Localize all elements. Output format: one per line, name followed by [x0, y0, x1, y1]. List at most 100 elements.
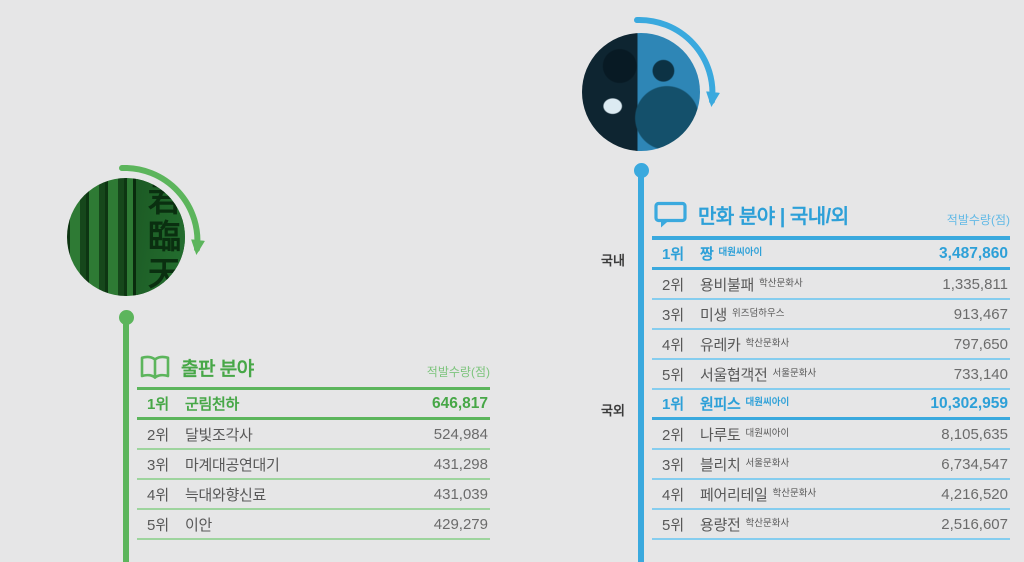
curved-arrow-icon: [634, 16, 720, 107]
title-cell: 미생 위즈덤하우스: [700, 304, 954, 325]
rank-label: 5위: [662, 366, 685, 384]
rank-row: 1위 짱 대원씨아이 3,487,860: [652, 240, 1010, 270]
value-cell: 8,105,635: [941, 425, 1008, 443]
timeline-line: [123, 317, 129, 562]
rank-label: 4위: [662, 486, 685, 504]
publisher-label: 대원씨아이: [745, 397, 790, 408]
title-text: 달빛조각사: [185, 426, 253, 444]
title-text: 원피스: [700, 396, 741, 413]
open-book-icon: [139, 355, 171, 381]
title-cell: 늑대와향신료: [185, 484, 434, 505]
title-cell: 나루토 대원씨아이: [700, 424, 941, 445]
publishing-table-header: 출판 분야 적발수량(점): [137, 355, 490, 390]
rank-label: 2위: [662, 426, 685, 444]
rank-row: 3위 미생 위즈덤하우스 913,467: [652, 300, 1010, 330]
title-text: 미생: [700, 306, 728, 324]
value-cell: 913,467: [953, 305, 1008, 323]
publishing-section-title: 출판 분야: [181, 359, 254, 380]
rank-row: 2위 용비불패 학산문화사 1,335,811: [652, 270, 1010, 300]
publisher-label: 서울문화사: [772, 367, 817, 379]
title-cell: 페어리테일 학산문화사: [700, 484, 941, 505]
value-cell: 524,984: [433, 425, 488, 443]
title-text: 군림천하: [185, 396, 240, 413]
title-cell: 블리치 서울문화사: [700, 454, 941, 475]
rank-row: 5위 이안 429,279: [137, 510, 490, 540]
value-cell: 431,039: [433, 485, 488, 503]
title-text: 페어리테일: [700, 486, 768, 504]
title-cell: 서울협객전 서울문화사: [700, 364, 954, 385]
rank-row: 3위 블리치 서울문화사 6,734,547: [652, 450, 1010, 480]
title-cell: 용량전 학산문화사: [700, 514, 941, 535]
title-text: 마계대공연대기: [185, 456, 280, 474]
publisher-label: 학산문화사: [772, 487, 817, 499]
value-cell: 797,650: [953, 335, 1008, 353]
title-cell: 마계대공연대기: [185, 454, 434, 475]
title-cell: 이안: [185, 514, 434, 535]
title-text: 용비불패: [700, 276, 755, 294]
publisher-label: 학산문화사: [745, 337, 790, 349]
rank-label: 3위: [662, 456, 685, 474]
rank-row: 4위 페어리테일 학산문화사 4,216,520: [652, 480, 1010, 510]
book-cover-characters: 君臨天: [142, 182, 182, 293]
rank-row: 5위 서울협객전 서울문화사 733,140: [652, 360, 1010, 390]
title-cell: 짱 대원씨아이: [700, 243, 939, 264]
speech-bubble-icon: [654, 201, 688, 229]
rank-label: 4위: [662, 336, 685, 354]
publishing-rows: 1위 군림천하 646,817 2위 달빛조각사 524,984 3위 마계대공연대기 431,…: [137, 390, 490, 540]
publisher-label: 학산문화사: [759, 277, 803, 289]
rank-row: 4위 늑대와향신료 431,039: [137, 480, 490, 510]
rank-label: 3위: [662, 306, 685, 324]
title-text: 용량전: [700, 516, 741, 534]
rank-row: 1위 군림천하 646,817: [137, 390, 490, 420]
rank-row: 2위 나루토 대원씨아이 8,105,635: [652, 420, 1010, 450]
publisher-label: 대원씨아이: [745, 427, 790, 439]
publishing-amount-label: 적발수량(점): [426, 365, 490, 379]
manga-section-title: 만화 분야 | 국내/외: [698, 206, 849, 228]
rank-label: 1위: [662, 396, 685, 413]
manga-amount-label: 적발수량(점): [946, 213, 1010, 227]
rank-label: 3위: [147, 456, 170, 474]
publishing-rank-table: 출판 분야 적발수량(점) 1위 군림천하 646,817 2위 달빛조각사 524,98…: [137, 355, 490, 540]
rank-row: 4위 유레카 학산문화사 797,650: [652, 330, 1010, 360]
manga-cover-image: [582, 33, 700, 151]
title-text: 나루토: [700, 426, 741, 444]
publisher-label: 서울문화사: [745, 457, 790, 469]
rank-label: 1위: [147, 396, 170, 413]
manga-rank-table: 만화 분야 | 국내/외 적발수량(점) 1위 짱 대원씨아이 3,487,860 2위…: [652, 200, 1010, 540]
title-cell: 유레카 학산문화사: [700, 334, 954, 355]
rank-row: 3위 마계대공연대기 431,298: [137, 450, 490, 480]
value-cell: 1,335,811: [942, 275, 1008, 293]
publisher-label: 위즈덤하우스: [732, 307, 785, 319]
rank-label: 2위: [147, 426, 170, 444]
title-text: 서울협객전: [700, 366, 768, 384]
title-cell: 달빛조각사: [185, 424, 434, 445]
value-cell: 10,302,959: [930, 394, 1008, 412]
manga-table-header: 만화 분야 | 국내/외 적발수량(점): [652, 200, 1010, 240]
book-cover: 君臨天: [132, 178, 185, 296]
rank-label: 4위: [147, 486, 170, 504]
rank-row: 2위 달빛조각사 524,984: [137, 420, 490, 450]
value-cell: 6,734,547: [941, 455, 1008, 473]
value-cell: 646,817: [431, 394, 488, 412]
title-cell: 군림천하: [185, 393, 432, 414]
rank-row: 1위 원피스 대원씨아이 10,302,959: [652, 390, 1010, 420]
rank-label: 2위: [662, 276, 685, 294]
group-label-domestic: 국내: [601, 253, 625, 268]
title-text: 이안: [185, 516, 213, 534]
title-cell: 용비불패 학산문화사: [700, 274, 942, 295]
value-cell: 431,298: [433, 455, 488, 473]
publisher-label: 대원씨아이: [718, 247, 763, 258]
rank-row: 5위 용량전 학산문화사 2,516,607: [652, 510, 1010, 540]
title-text: 블리치: [700, 456, 741, 474]
value-cell: 2,516,607: [941, 515, 1008, 533]
value-cell: 733,140: [953, 365, 1008, 383]
group-label-foreign: 국외: [601, 403, 625, 418]
rank-label: 5위: [662, 516, 685, 534]
rank-label: 5위: [147, 516, 170, 534]
value-cell: 429,279: [433, 515, 488, 533]
title-text: 짱: [700, 246, 714, 263]
title-text: 늑대와향신료: [185, 486, 267, 504]
timeline-line: [638, 169, 644, 562]
publisher-label: 학산문화사: [745, 517, 790, 529]
publishing-cover-image: 君臨天: [67, 178, 185, 296]
